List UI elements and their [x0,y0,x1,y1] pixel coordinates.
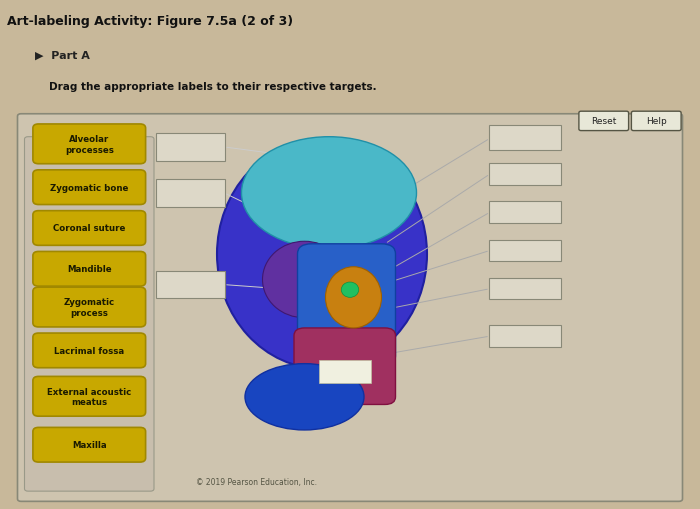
Ellipse shape [241,137,416,249]
FancyBboxPatch shape [25,137,154,491]
Ellipse shape [342,282,358,298]
FancyBboxPatch shape [489,326,561,347]
FancyBboxPatch shape [579,112,629,131]
FancyBboxPatch shape [319,360,371,383]
FancyBboxPatch shape [156,180,225,207]
Text: Zygomatic
process: Zygomatic process [64,298,115,317]
FancyBboxPatch shape [489,278,561,300]
Ellipse shape [217,140,427,369]
FancyBboxPatch shape [631,112,681,131]
FancyBboxPatch shape [294,328,396,405]
FancyBboxPatch shape [33,252,146,287]
FancyBboxPatch shape [156,271,225,299]
Text: © 2019 Pearson Education, Inc.: © 2019 Pearson Education, Inc. [196,477,317,486]
FancyBboxPatch shape [33,333,146,368]
Text: Alveolar
processes: Alveolar processes [65,135,113,154]
FancyBboxPatch shape [33,377,146,416]
Text: Mandible: Mandible [67,265,111,274]
FancyBboxPatch shape [298,244,396,366]
FancyBboxPatch shape [489,240,561,262]
Text: Maxilla: Maxilla [72,440,106,449]
FancyBboxPatch shape [33,125,146,164]
Text: Lacrimal fossa: Lacrimal fossa [54,346,125,355]
Text: Art-labeling Activity: Figure 7.5a (2 of 3): Art-labeling Activity: Figure 7.5a (2 of… [7,15,293,28]
Ellipse shape [262,242,346,318]
FancyBboxPatch shape [489,164,561,185]
Ellipse shape [326,267,382,328]
Text: Help: Help [646,117,666,126]
FancyBboxPatch shape [489,126,561,151]
Text: External acoustic
meatus: External acoustic meatus [47,387,132,406]
FancyBboxPatch shape [33,211,146,246]
Text: ▶  Part A: ▶ Part A [35,51,90,61]
FancyBboxPatch shape [33,428,146,462]
FancyBboxPatch shape [33,171,146,205]
Text: Reset: Reset [591,117,617,126]
Ellipse shape [245,364,364,430]
Text: Zygomatic bone: Zygomatic bone [50,183,128,192]
FancyBboxPatch shape [33,288,146,327]
Text: Coronal suture: Coronal suture [53,224,125,233]
FancyBboxPatch shape [18,115,682,501]
Text: Drag the appropriate labels to their respective targets.: Drag the appropriate labels to their res… [49,81,377,92]
FancyBboxPatch shape [156,134,225,161]
FancyBboxPatch shape [489,202,561,223]
